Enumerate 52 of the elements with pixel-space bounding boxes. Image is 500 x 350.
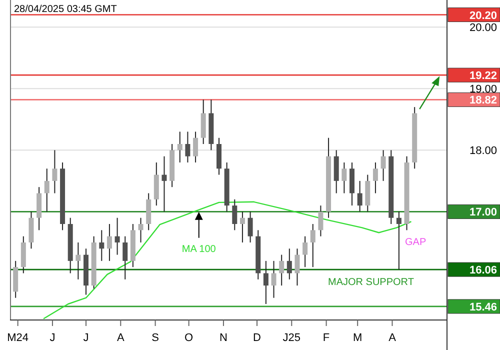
candlestick xyxy=(342,162,347,194)
annotation: MAJOR SUPPORT xyxy=(328,277,414,288)
ref-line-label: 19.22 xyxy=(469,70,497,82)
candlestick xyxy=(294,248,300,286)
candlestick xyxy=(177,131,182,163)
x-tick-label: J25 xyxy=(282,332,301,344)
x-tick-label: O xyxy=(184,332,194,344)
candlestick xyxy=(138,217,144,243)
candlestick xyxy=(185,131,190,163)
candlestick xyxy=(106,224,112,262)
candlestick xyxy=(286,248,292,280)
x-tick-label: F xyxy=(322,332,330,344)
x-tick-label: D xyxy=(253,332,262,344)
ref-line-label: 20.20 xyxy=(469,10,497,22)
candlestick xyxy=(263,260,268,304)
candlestick xyxy=(318,205,324,237)
candlestick xyxy=(52,150,58,194)
annotation: 28/04/2025 03:45 GMT xyxy=(14,4,117,15)
candlestick xyxy=(271,260,276,298)
x-tick-label: J xyxy=(83,332,89,344)
ref-line-label: 15.46 xyxy=(469,301,497,314)
candlestick xyxy=(310,224,316,268)
candlestick xyxy=(372,162,378,194)
x-tick-label: A xyxy=(116,332,125,344)
ref-line-label: 16.06 xyxy=(469,264,497,277)
x-tick-label: M xyxy=(353,332,362,344)
candlestick xyxy=(279,254,284,286)
candlestick xyxy=(240,211,245,243)
candlestick xyxy=(302,236,308,268)
candlestick xyxy=(76,242,81,280)
candlestick xyxy=(396,211,402,270)
x-tick-label: M24 xyxy=(7,332,29,344)
candlestick xyxy=(232,198,238,231)
candlestick xyxy=(114,217,120,256)
x-tick-label: N xyxy=(219,332,228,344)
annotation: GAP xyxy=(405,237,426,248)
candlestick xyxy=(44,168,50,212)
candlestick xyxy=(357,180,362,212)
x-tick-label: A xyxy=(388,332,397,344)
x-tick-label: J xyxy=(50,332,56,344)
y-tick-label: 20.00 xyxy=(469,22,497,34)
ref-line-label: 18.82 xyxy=(469,94,497,107)
candlestick xyxy=(193,131,198,163)
ref-line-label: 17.00 xyxy=(469,206,497,219)
y-tick-label: 18.00 xyxy=(469,145,497,158)
candlestick xyxy=(122,236,128,280)
candlestick xyxy=(248,211,253,243)
text: MA 100 xyxy=(182,244,216,255)
x-tick-label: S xyxy=(152,332,159,344)
candlestick xyxy=(162,156,167,212)
candlestick xyxy=(99,230,104,262)
candlestick xyxy=(380,150,386,182)
